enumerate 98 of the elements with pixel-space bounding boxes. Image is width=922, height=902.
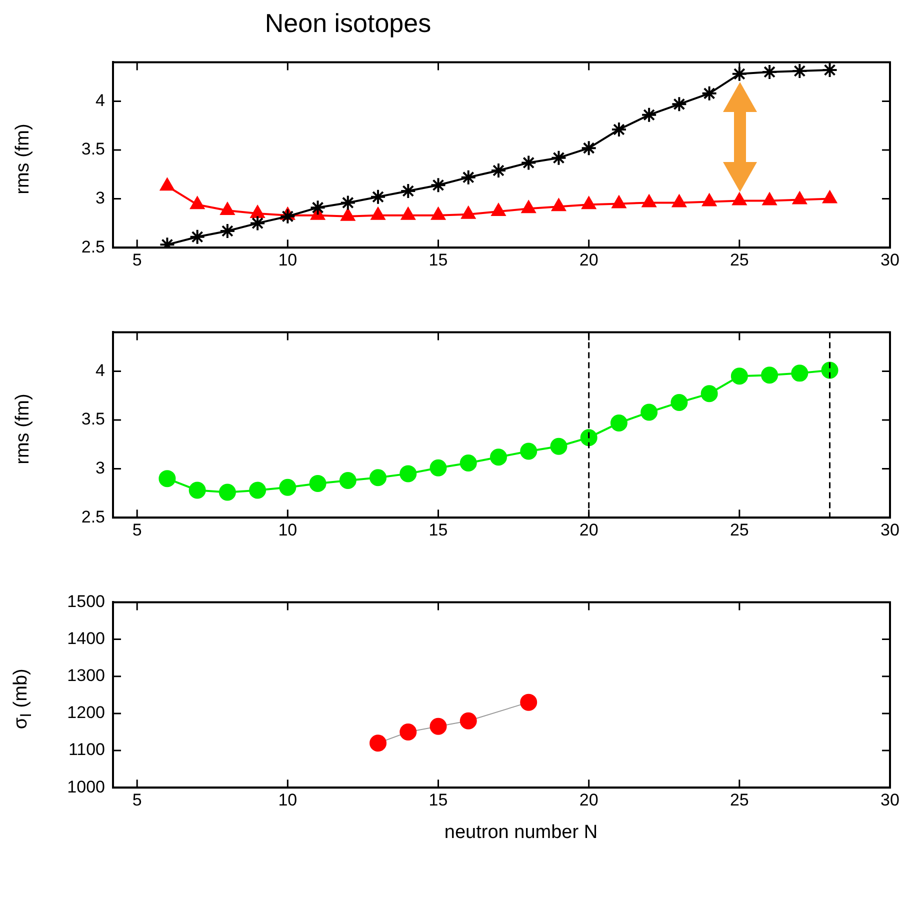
y-tick-label: 1500 <box>67 592 105 611</box>
point <box>430 206 446 220</box>
x-tick-label: 15 <box>428 790 448 810</box>
point <box>491 202 506 216</box>
point <box>550 438 568 455</box>
point <box>430 718 447 735</box>
point <box>460 206 476 219</box>
y-tick-label: 1100 <box>68 740 105 760</box>
point <box>160 178 175 191</box>
point <box>521 200 536 214</box>
point <box>520 154 537 171</box>
point <box>821 362 838 379</box>
x-tick-label: 5 <box>132 790 142 810</box>
point <box>822 62 838 78</box>
point <box>610 414 628 432</box>
point <box>791 364 808 382</box>
y-tick-label: 1300 <box>67 666 105 686</box>
point <box>220 202 235 216</box>
y-tick-label: 2.5 <box>81 237 105 256</box>
point <box>190 196 205 210</box>
point <box>550 150 567 166</box>
point <box>188 482 206 499</box>
x-tick-label: 10 <box>278 520 298 540</box>
point <box>670 394 688 411</box>
point <box>700 385 718 402</box>
point <box>762 192 777 206</box>
point <box>370 469 387 486</box>
point <box>822 190 838 204</box>
point <box>792 191 808 204</box>
point <box>460 454 477 472</box>
point <box>370 734 387 752</box>
x-tick-label: 5 <box>132 250 142 270</box>
point <box>490 448 507 466</box>
y-tick-label: 1200 <box>67 703 105 722</box>
point <box>340 208 356 221</box>
x-tick-label: 25 <box>730 790 749 810</box>
point <box>400 206 416 220</box>
y-tick-label: 3.5 <box>81 410 105 429</box>
point <box>580 140 597 156</box>
x-tick-label: 20 <box>579 790 598 810</box>
point <box>761 366 778 384</box>
point <box>762 64 778 80</box>
point <box>701 85 718 102</box>
x-tick-label: 10 <box>278 250 298 270</box>
chart-title: Neon isotopes <box>264 8 432 40</box>
point <box>430 459 447 476</box>
point <box>520 442 538 460</box>
x-tick-label: 30 <box>880 250 900 270</box>
x-tick-label: 25 <box>730 250 749 270</box>
x-tick-label: 25 <box>730 520 749 540</box>
point <box>249 482 266 499</box>
y-axis-title: rms (fm) <box>12 394 34 464</box>
point <box>642 194 656 208</box>
point <box>731 66 748 82</box>
point <box>671 96 688 112</box>
point <box>612 195 626 208</box>
point <box>581 196 596 210</box>
point <box>158 470 176 488</box>
point <box>730 368 748 385</box>
point <box>640 404 658 421</box>
point <box>520 694 538 711</box>
x-tick-label: 30 <box>880 520 900 540</box>
point <box>641 106 658 123</box>
point <box>792 62 808 79</box>
y-tick-label: 1400 <box>67 628 105 648</box>
point <box>551 198 566 212</box>
x-tick-label: 20 <box>579 520 598 540</box>
point <box>460 712 477 730</box>
y-tick-label: 4 <box>96 360 105 380</box>
point <box>279 478 296 496</box>
point <box>702 193 717 206</box>
y-tick-label: 3 <box>96 458 105 478</box>
point <box>400 465 417 482</box>
y-tick-label: 3.5 <box>81 140 105 159</box>
x-tick-label: 15 <box>428 250 448 270</box>
x-tick-label: 30 <box>880 790 900 810</box>
y-tick-label: 4 <box>96 90 105 110</box>
y-tick-label: 3 <box>96 188 105 208</box>
y-axis-title: rms (fm) <box>12 124 34 194</box>
point <box>250 204 265 218</box>
point <box>339 472 356 490</box>
point <box>218 484 236 501</box>
point <box>370 206 386 220</box>
point <box>490 162 506 179</box>
point <box>610 122 627 138</box>
point <box>672 194 687 208</box>
y-tick-label: 1000 <box>67 777 105 796</box>
point <box>309 474 326 492</box>
point <box>400 723 417 740</box>
point <box>580 429 598 446</box>
point <box>732 192 747 206</box>
x-tick-label: 5 <box>132 520 142 540</box>
point <box>460 169 476 186</box>
x-tick-label: 20 <box>579 250 598 270</box>
x-axis-title: neutron number N <box>443 822 599 844</box>
x-tick-label: 15 <box>428 520 448 540</box>
x-tick-label: 10 <box>278 790 298 810</box>
y-tick-label: 2.5 <box>81 507 105 526</box>
